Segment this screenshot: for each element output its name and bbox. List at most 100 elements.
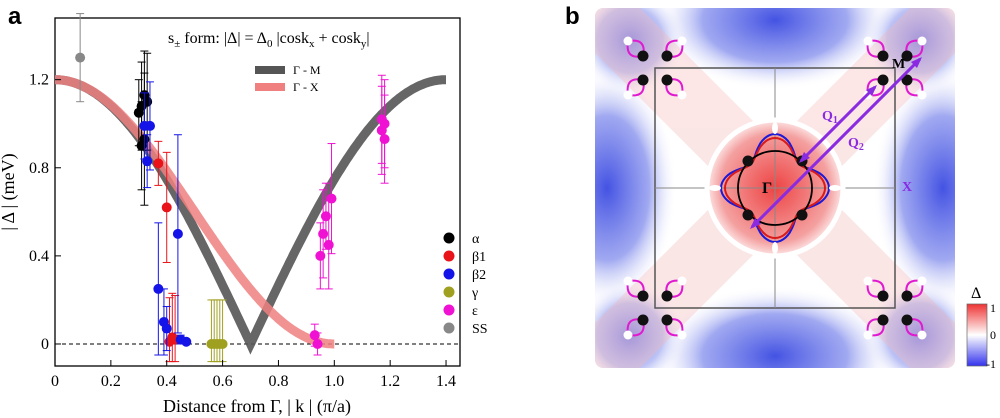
legend-label-gamma-x: Γ - X [293,80,319,94]
marker [144,120,155,131]
legend-label-3: γ [471,286,478,301]
legend-label-5: SS [472,322,488,337]
gamma-label: Γ [762,180,772,197]
x-tick-label: 0.6 [213,373,233,390]
pocket-dot-white [623,330,633,340]
fermi-pockets [623,36,927,340]
q1-label: Q1 [822,109,838,126]
panel-a-letter: a [8,3,22,30]
x-tick-label: 0.4 [157,373,177,390]
blue-lobe-2 [595,68,677,308]
marker [161,323,172,334]
marker [217,338,228,349]
colorbar: Δ 1 0 -1 [966,285,996,371]
q2-arrowhead-top [911,57,922,68]
x-axis-label: Distance from Γ, | k | (π/a) [163,396,351,417]
corner-pocket-cluster-2 [623,276,687,340]
y-axis-label: | Δ | (meV) [0,153,19,230]
pocket-dot-black [901,290,913,302]
ring-marker-1 [772,242,778,254]
legend-marker-5 [443,322,455,334]
pocket-dot-black [637,74,649,86]
pocket-dot-black [661,314,673,326]
blue-lobe-1 [655,286,895,368]
pocket-dot-white [917,90,927,100]
q2-label: Q2 [848,136,864,153]
pocket-dot-white [677,90,687,100]
pocket-dot-black [661,50,673,62]
data-point-5-0 [75,13,86,103]
blue-lobe-0 [655,8,895,90]
marker [142,96,153,107]
gamma-pocket-dot-3 [796,209,808,221]
y-tick-label: 0 [41,336,49,353]
nesting-vectors [750,57,922,229]
gamma-pocket-black [737,150,813,226]
q1-vector [799,85,877,163]
marker [323,239,334,250]
ring-marker-3 [829,185,841,191]
x-tick-label: 0.2 [101,373,121,390]
pocket-dot-black [877,50,889,62]
ring-marker-0 [772,122,778,134]
corner-pocket-cluster-0 [623,36,687,100]
pocket-dot-white [677,276,687,286]
corner-pocket-cluster-1 [863,36,927,100]
marker [379,118,390,129]
pocket-dot-black [661,74,673,86]
pocket-dot-black [637,290,649,302]
q2-vector [750,57,922,229]
x-axis-ticks: 0 0.2 0.4 0.6 0.8 1.0 1.2 1.4 [51,360,456,390]
fit-line-gamma-x [55,75,335,349]
colorbar-tick-neg1: -1 [986,357,996,371]
pocket-dot-black [637,50,649,62]
marker [142,156,153,167]
marker [75,52,86,63]
pocket-dot-black [877,74,889,86]
data-point-2-8 [181,336,192,347]
legend-label-4: ε [472,304,478,319]
m-point-label: M [892,57,905,72]
gamma-pocket-dot-2 [742,209,754,221]
ring-marker-2 [709,185,721,191]
pocket-dot-white [917,36,927,46]
data-point-3-2 [212,299,222,363]
marker [153,283,164,294]
y-axis-ticks: 0 0.4 0.8 1.2 [29,72,61,353]
y-tick-label: 0.4 [29,248,49,265]
gamma-pocket-red [723,136,827,240]
pocket-dot-white [623,276,633,286]
series-legend: α β1 β2 γε SS [443,232,488,337]
pocket-dot-black [877,314,889,326]
data-point-4-6 [326,143,337,255]
gamma-pocket-dot-0 [742,155,754,167]
data-point-3-3 [214,299,225,363]
y-tick-label: 0.8 [29,160,49,177]
data-point-2-1 [142,134,153,189]
data-point-3-0 [206,299,217,363]
pocket-dot-white [863,36,873,46]
blue-lobe-3 [873,68,955,308]
data-point-1-0 [153,140,164,186]
corner-pocket-cluster-3 [863,276,927,340]
x-tick-label: 1.4 [436,373,456,390]
legend-marker-4 [443,304,455,316]
pocket-dot-white [917,330,927,340]
x-point-label: X [902,180,912,195]
data-point-2-3 [153,222,164,356]
legend-label-1: β1 [472,250,486,265]
legend-marker-1 [443,250,455,262]
marker [161,202,172,213]
formula-title: s± form: |Δ| = Δ0 |coskx + cosky| [168,30,370,50]
pocket-dot-white [863,330,873,340]
x-tick-label: 1.0 [324,373,344,390]
y-tick-label: 1.2 [29,72,49,89]
fit-legend: Γ - M Γ - X [255,63,321,94]
pocket-dot-black [661,290,673,302]
legend-label-gamma-m: Γ - M [293,63,321,77]
pocket-dot-black [901,50,913,62]
pocket-dot-black [901,314,913,326]
q1-arrowhead-top [866,85,877,96]
pocket-dot-white [917,276,927,286]
fit-lines [55,75,446,355]
